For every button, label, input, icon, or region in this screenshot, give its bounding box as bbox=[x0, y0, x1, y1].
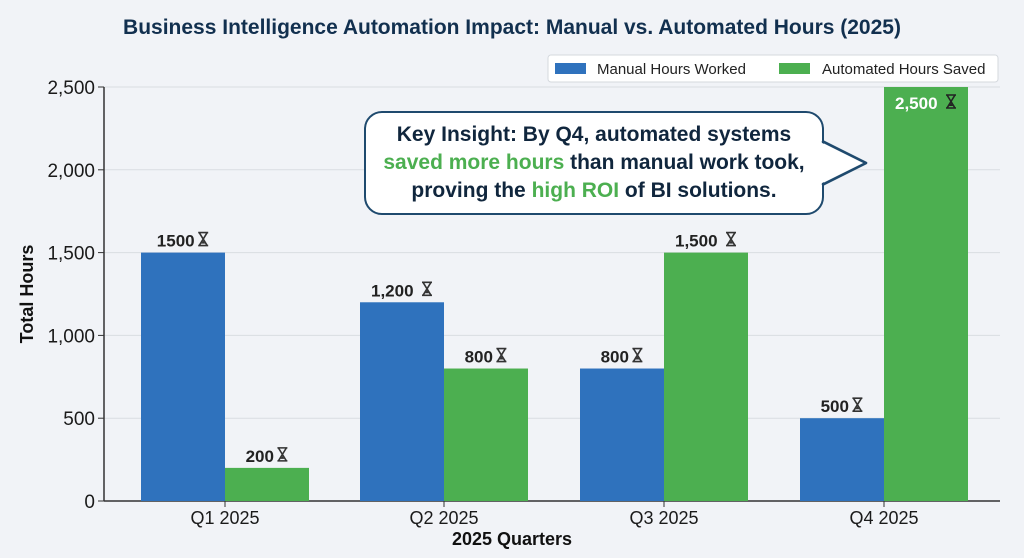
callout-line-2: than manual work took, bbox=[564, 151, 805, 174]
hourglass-sand bbox=[729, 240, 733, 244]
data-label: 200 bbox=[246, 447, 274, 466]
bar-manual bbox=[580, 368, 664, 501]
hourglass-sand bbox=[280, 455, 285, 459]
data-label: 1,200 bbox=[371, 281, 414, 300]
hourglass-sand bbox=[949, 103, 953, 106]
legend-swatch-automated bbox=[779, 63, 810, 74]
data-label: 2,500 bbox=[895, 94, 938, 113]
hourglass-sand bbox=[201, 240, 206, 244]
x-tick-label: Q4 2025 bbox=[849, 508, 918, 528]
x-tick-label: Q3 2025 bbox=[629, 508, 698, 528]
hourglass-icon bbox=[946, 94, 956, 109]
callout-highlight-1: saved more hours bbox=[383, 151, 565, 174]
data-label: 1,500 bbox=[675, 232, 718, 251]
insight-callout: Key Insight: By Q4, automated systems sa… bbox=[364, 111, 824, 215]
bar-manual bbox=[360, 302, 444, 501]
hourglass-icon bbox=[632, 347, 643, 363]
y-tick-label: 0 bbox=[84, 492, 95, 513]
chart-title: Business Intelligence Automation Impact:… bbox=[123, 16, 901, 39]
legend: Manual Hours Worked Automated Hours Save… bbox=[547, 54, 999, 83]
data-label: 800 bbox=[465, 348, 493, 367]
bar-automated bbox=[884, 87, 968, 501]
hourglass-icon bbox=[422, 281, 432, 297]
callout-line-1: Key Insight: By Q4, automated systems bbox=[396, 123, 792, 146]
data-label: 1500 bbox=[157, 232, 195, 251]
data-label: 500 bbox=[821, 397, 849, 416]
legend-label-automated: Automated Hours Saved bbox=[822, 61, 985, 78]
callout-line-3a: proving the bbox=[411, 179, 532, 202]
hourglass-icon bbox=[496, 347, 507, 363]
legend-swatch-manual bbox=[555, 63, 586, 74]
hourglass-icon bbox=[852, 397, 863, 412]
bar-automated bbox=[664, 252, 748, 501]
data-label: 800 bbox=[601, 348, 629, 367]
bar-automated bbox=[225, 467, 309, 501]
y-tick-label: 1,500 bbox=[47, 244, 95, 265]
legend-label-manual: Manual Hours Worked bbox=[597, 61, 746, 78]
x-tick-label: Q1 2025 bbox=[190, 508, 259, 528]
bar-manual bbox=[800, 418, 884, 501]
bar-manual bbox=[141, 252, 225, 501]
callout-highlight-2: high ROI bbox=[531, 179, 620, 202]
hourglass-sand bbox=[635, 356, 640, 360]
y-tick-label: 2,500 bbox=[47, 78, 95, 99]
y-tick-label: 1,000 bbox=[47, 326, 95, 347]
hourglass-sand bbox=[425, 290, 429, 294]
callout-line-3b: of BI solutions. bbox=[619, 179, 777, 202]
hourglass-sand bbox=[499, 356, 504, 360]
hourglass-icon bbox=[198, 231, 209, 247]
x-tick-label: Q2 2025 bbox=[409, 508, 478, 528]
y-tick-label: 2,000 bbox=[47, 161, 95, 182]
y-tick-label: 500 bbox=[63, 409, 95, 430]
hourglass-icon bbox=[726, 231, 736, 247]
bar-automated bbox=[444, 368, 528, 501]
y-axis-label: Total Hours bbox=[17, 245, 37, 344]
callout-pointer bbox=[819, 138, 868, 188]
hourglass-icon bbox=[277, 447, 288, 462]
hourglass-sand bbox=[855, 406, 860, 410]
x-axis-label: 2025 Quarters bbox=[452, 529, 572, 549]
